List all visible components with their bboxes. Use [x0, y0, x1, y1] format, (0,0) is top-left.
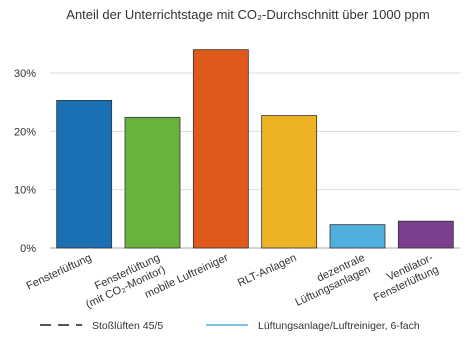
y-tick-label: 20%	[14, 126, 36, 138]
grid-lines	[50, 72, 460, 249]
chart-title: Anteil der Unterrichtstage mit CO₂-Durch…	[66, 7, 429, 22]
bar	[56, 100, 113, 249]
x-tick-label: Fensterlüftung	[25, 252, 94, 293]
legend-label: Stoßlüften 45/5	[92, 320, 163, 332]
bar	[124, 116, 181, 249]
y-tick-label: 30%	[14, 68, 36, 80]
y-tick-label: 0%	[20, 243, 36, 255]
legend-label: Lüftungsanlage/Luftreiniger, 6-fach	[258, 320, 420, 332]
x-axis-labels: Fensterlüftung Fensterlüftung(mit CO₂-Mon…	[25, 252, 441, 311]
bar	[397, 220, 454, 249]
x-tick-label: Ventilator-Fensterlüftung	[366, 252, 441, 305]
bar	[192, 49, 249, 249]
y-tick-label: 10%	[14, 185, 36, 197]
x-tick-label: RLT-Anlagen	[236, 252, 299, 290]
x-tick-label: dezentraleLüftungsanlagen	[288, 252, 372, 309]
bars	[56, 49, 454, 249]
bar	[261, 115, 318, 249]
bar	[329, 224, 386, 249]
y-axis-ticks: 0% 10% 20% 30%	[14, 68, 36, 255]
legend: Stoßlüften 45/5 Lüftungsanlage/Luftreinig…	[40, 320, 420, 332]
